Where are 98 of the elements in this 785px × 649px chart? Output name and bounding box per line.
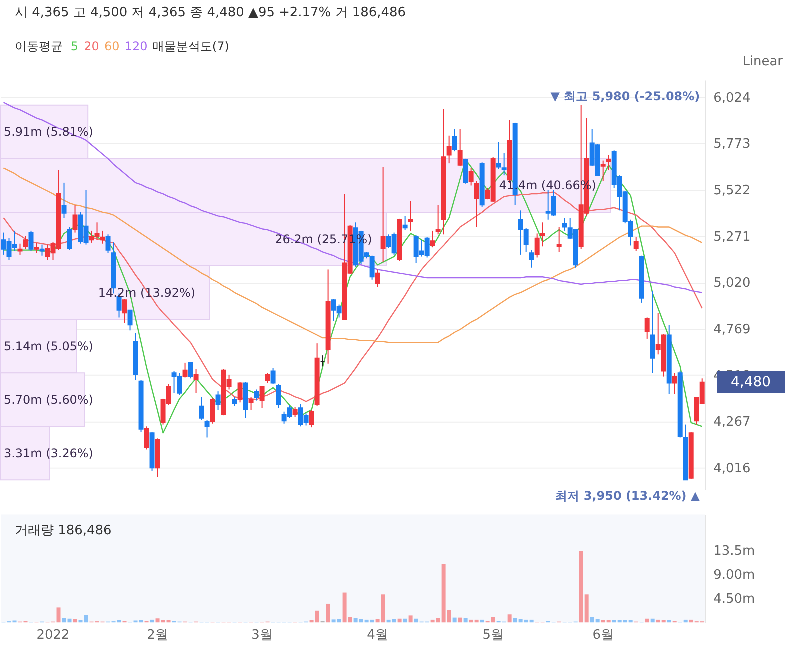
candlestick [468, 168, 474, 186]
text: 60 [104, 39, 120, 54]
candlestick [644, 317, 650, 340]
y-tick-label: 5,773 [714, 137, 751, 152]
candlestick [650, 290, 656, 374]
candlestick [128, 310, 133, 332]
text: 120 [124, 39, 148, 54]
y-tick-label: 6,024 [714, 90, 751, 106]
candlestick [452, 128, 458, 152]
candlestick [210, 398, 216, 424]
candlestick [100, 230, 106, 244]
candlestick [62, 182, 67, 219]
candlestick [40, 244, 45, 256]
candlestick [106, 234, 111, 254]
candlestick [260, 386, 265, 409]
text: 거래량 186,486 [14, 524, 112, 539]
annotation: ▼ 최고 5,980 (-25.08%) [550, 89, 700, 104]
bar [645, 618, 650, 623]
bar [398, 618, 402, 623]
annotation: 최저 3,950 (13.42%) ▲ [556, 489, 701, 504]
bar [150, 620, 154, 623]
candlestick [144, 426, 150, 450]
candlestick [474, 180, 480, 228]
candlestick [254, 389, 260, 402]
x-tick-label: 5월 [482, 628, 504, 644]
bar [458, 618, 462, 623]
candlestick [408, 200, 414, 232]
candlestick [182, 362, 188, 378]
data-label: 5.14m (5.05%) [4, 339, 94, 354]
bar [403, 618, 408, 623]
candlestick [446, 135, 452, 164]
candlestick [28, 230, 34, 252]
candlestick [309, 410, 314, 428]
candlestick [199, 396, 204, 421]
candlestick [232, 396, 238, 407]
candlestick [216, 391, 221, 411]
y-tick-label: 9.00m [714, 568, 756, 584]
text: 5 [70, 39, 79, 54]
chart-title: 매물분석도(7) [152, 39, 230, 54]
bar [480, 620, 484, 623]
candlestick [436, 204, 441, 236]
chart-title: 시 4,365 고 4,500 저 4,365 종 4,480 ▲95 +2.17% 거 186,486 [14, 5, 406, 20]
candlestick [204, 420, 210, 438]
text: 4,480 [731, 374, 772, 390]
x-tick-label: 6월 [592, 628, 614, 644]
y-tick-label: 5,271 [714, 230, 751, 245]
candlestick [463, 158, 468, 184]
candlestick [276, 384, 282, 409]
candlestick [292, 406, 298, 418]
data-label: 5.70m (5.60%) [4, 392, 94, 407]
candlestick [265, 372, 270, 384]
candlestick [270, 368, 276, 385]
candlestick [18, 243, 23, 256]
y-tick-label: 4,769 [714, 322, 751, 338]
candlestick [238, 382, 243, 404]
candlestick [23, 236, 28, 250]
x-tick-label: 3월 [252, 628, 273, 644]
y-tick-label: 4.50m [714, 592, 756, 608]
candlestick [634, 236, 639, 252]
candlestick [606, 154, 612, 171]
candlestick [194, 368, 199, 394]
bar [650, 618, 655, 623]
candlestick [672, 372, 678, 395]
candlestick [248, 396, 254, 411]
bar [667, 620, 672, 623]
candlestick [540, 222, 546, 248]
candlestick [600, 160, 606, 182]
bar [408, 616, 413, 623]
y-tick-label: 5,522 [714, 183, 751, 198]
y-tick-label: 13.5m [714, 544, 756, 560]
candlestick [67, 226, 72, 251]
y-tick-label: 4,267 [714, 415, 751, 430]
x-tick-label: 2022 [36, 628, 70, 644]
candlestick [430, 230, 436, 248]
candlestick [380, 166, 386, 263]
bar [452, 618, 457, 623]
candlestick [122, 298, 128, 324]
bar [326, 604, 330, 623]
candlestick [529, 250, 534, 268]
candlestick [402, 216, 408, 231]
candlestick [534, 233, 540, 258]
x-tick-label: 4월 [367, 628, 388, 644]
candlestick [458, 128, 463, 167]
x-tick-label: 2월 [147, 628, 168, 644]
candlestick [556, 226, 562, 253]
bar [508, 614, 512, 623]
text: 20 [84, 39, 100, 54]
candlestick [72, 204, 78, 234]
data-label: 3.31m (3.26%) [4, 446, 94, 460]
text: Linear [742, 54, 784, 70]
y-tick-label: 4,016 [714, 461, 751, 476]
legend-title: 이동평균 [14, 39, 63, 54]
y-tick-label: 5,020 [714, 276, 751, 292]
bar [73, 619, 78, 623]
bar [464, 618, 468, 623]
candlestick [188, 362, 194, 380]
candlestick [375, 269, 380, 288]
candlestick [34, 242, 40, 254]
